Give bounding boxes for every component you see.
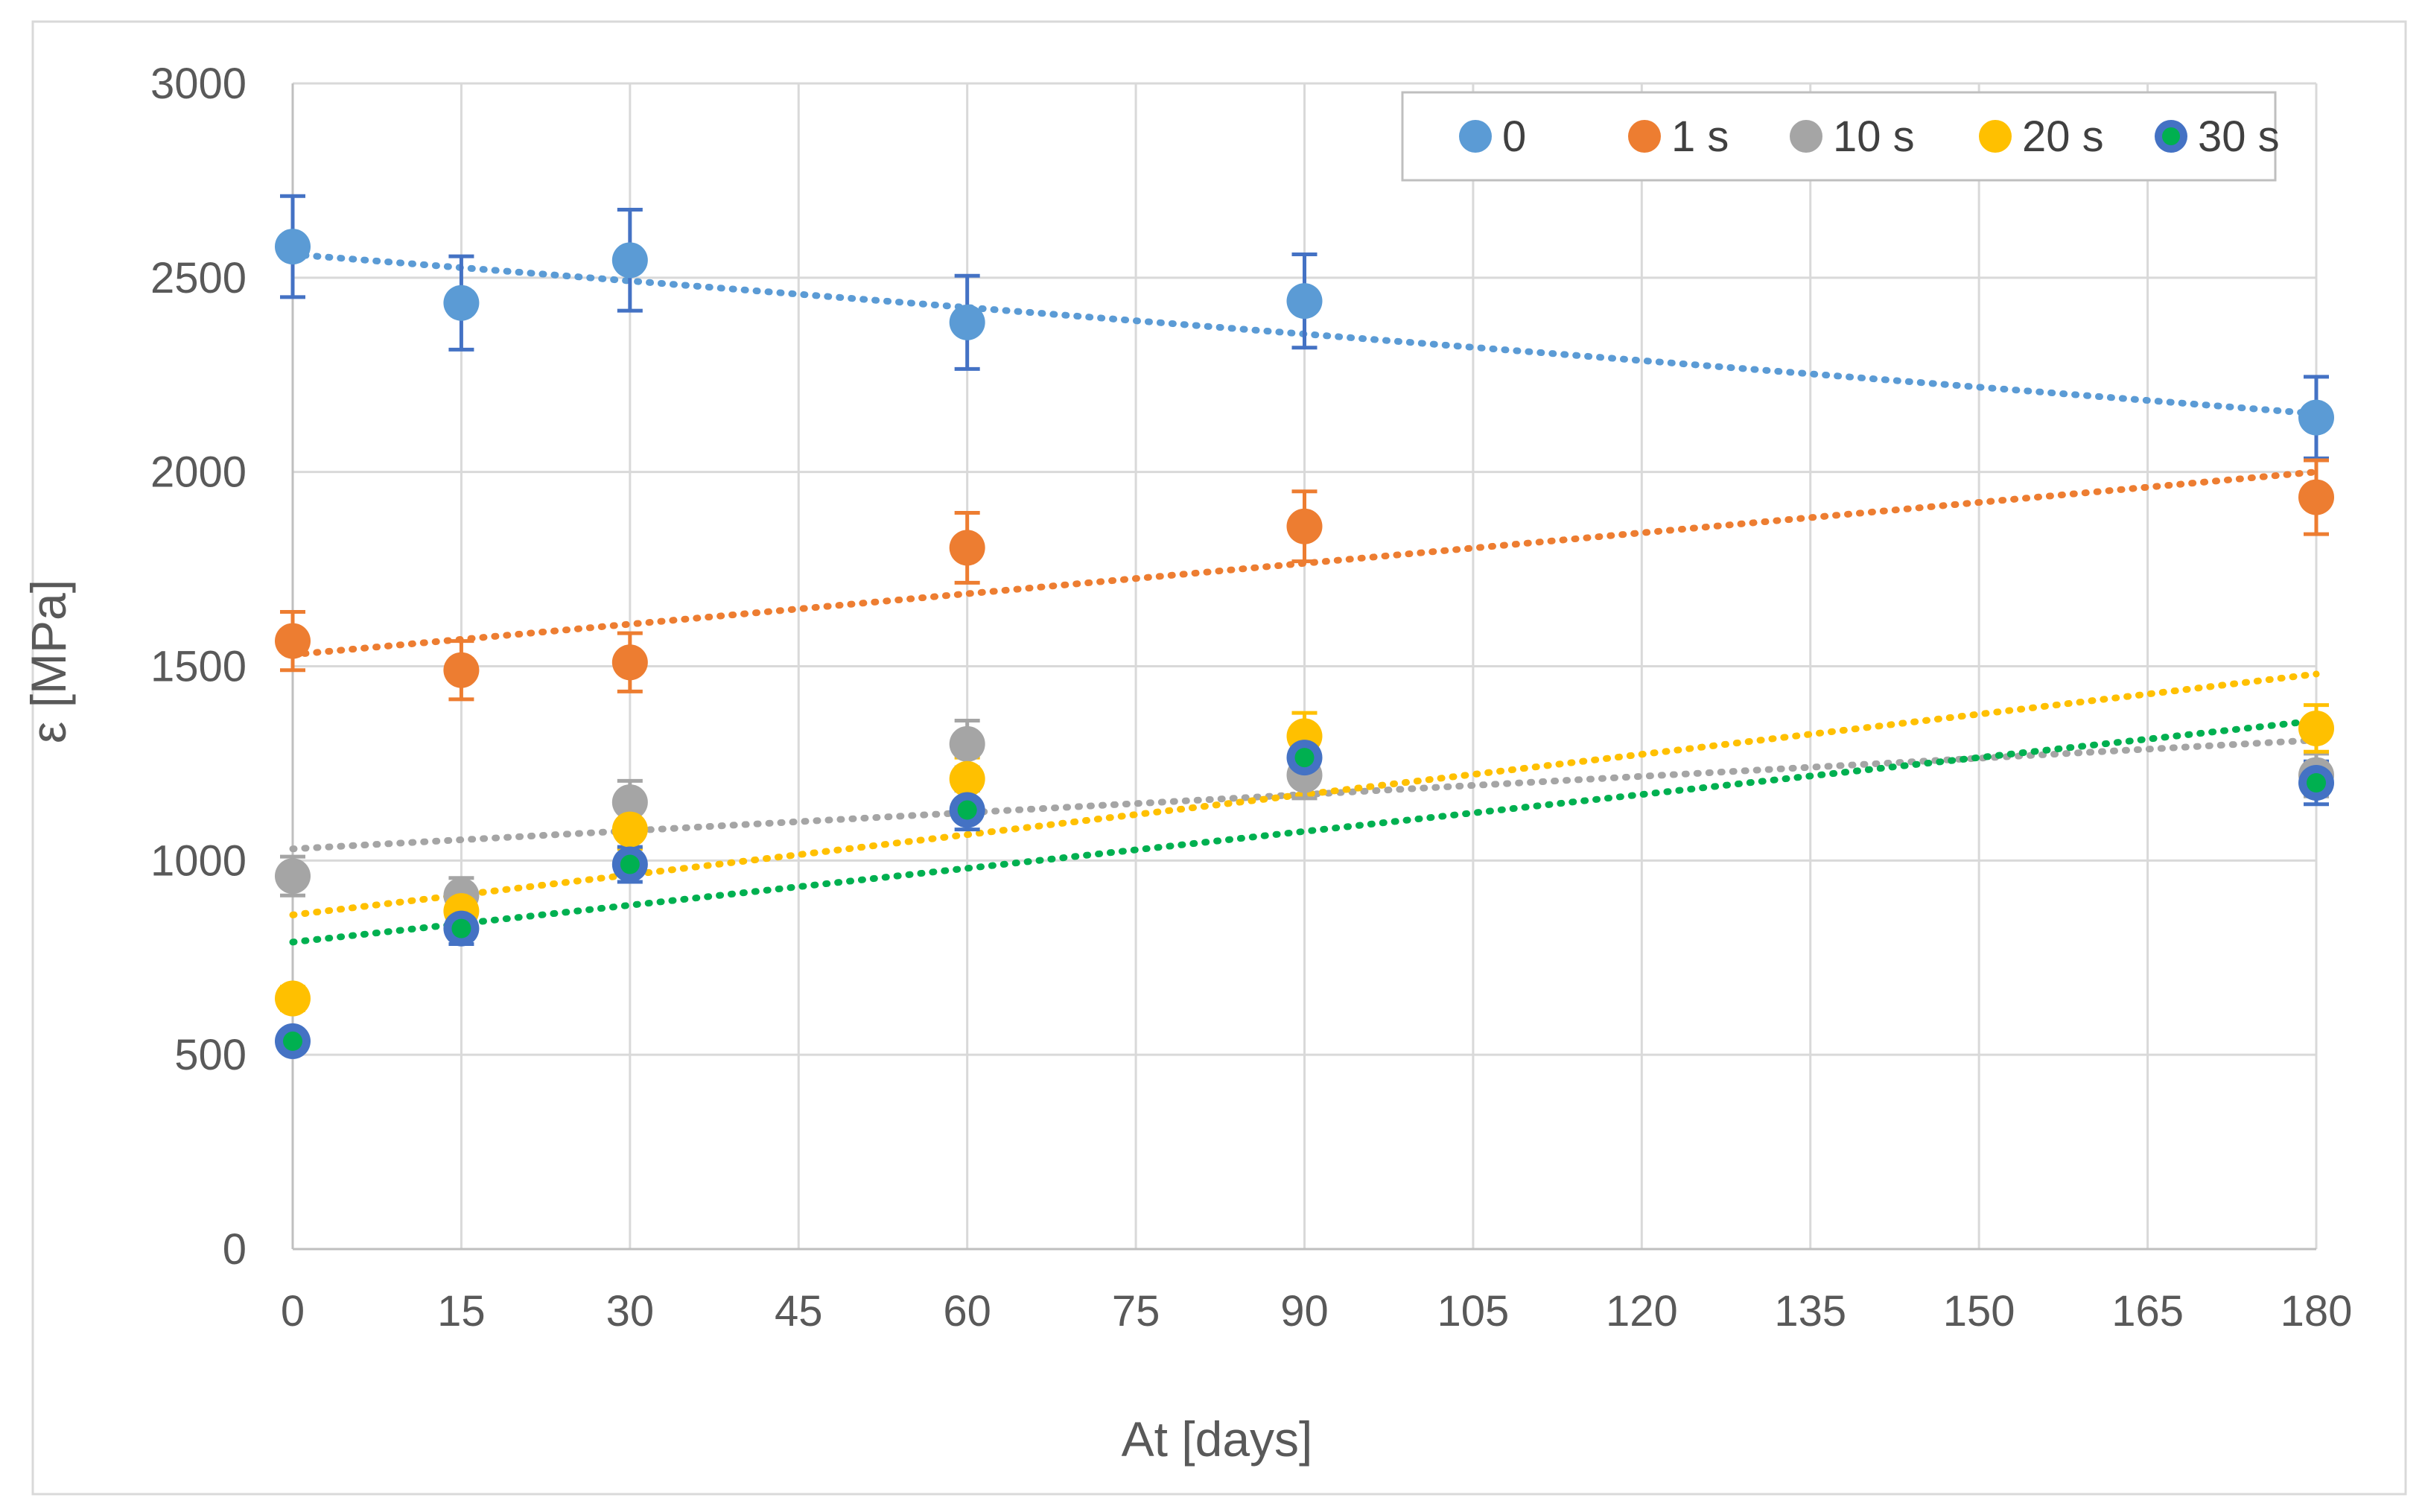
y-tick-label: 1500 <box>150 643 247 691</box>
y-tick-label: 3000 <box>150 60 247 108</box>
legend-marker <box>1979 120 2012 153</box>
legend-marker <box>1628 120 1661 153</box>
x-tick-label: 90 <box>1280 1287 1329 1335</box>
legend-label: 0 <box>1502 112 1526 161</box>
x-tick-label: 105 <box>1437 1287 1510 1335</box>
x-tick-label: 15 <box>437 1287 486 1335</box>
data-point <box>611 644 648 681</box>
data-points <box>275 229 2334 1059</box>
data-point-center <box>2307 773 2326 792</box>
data-point-center <box>620 854 640 874</box>
x-tick-label: 180 <box>2281 1287 2353 1335</box>
legend-marker-center <box>2162 127 2180 145</box>
y-tick-label: 0 <box>223 1225 247 1274</box>
y-tick-label: 2500 <box>150 254 247 302</box>
data-point-center <box>283 1031 302 1051</box>
data-point <box>1286 508 1323 544</box>
legend-entry: 1 s <box>1628 112 1729 161</box>
legend-marker <box>1459 120 1492 153</box>
trendline <box>289 717 2320 946</box>
legend-entry: 30 s <box>2155 112 2280 161</box>
data-point-center <box>451 918 471 938</box>
data-point <box>2298 479 2334 515</box>
legend-label: 10 s <box>1833 112 1915 161</box>
data-point <box>949 304 985 340</box>
y-tick-labels: 0 500 1000 1500 2000 2500 3000 <box>150 60 247 1274</box>
data-point <box>2298 399 2334 436</box>
data-point <box>949 725 985 762</box>
y-axis-title: ε [MPa] <box>21 579 76 743</box>
y-tick-label: 2000 <box>150 448 247 497</box>
legend-entry: 20 s <box>1979 112 2104 161</box>
legend-label: 1 s <box>1671 112 1729 161</box>
data-point-center <box>957 800 977 820</box>
data-point <box>611 784 648 821</box>
data-point <box>275 858 311 895</box>
x-tick-labels: 0 15 30 45 60 75 90 105 120 135 150 165 180 <box>281 1287 2353 1335</box>
legend-entry: 10 s <box>1790 112 1915 161</box>
data-point <box>949 530 985 566</box>
data-point <box>275 980 311 1017</box>
chart-area-border <box>31 20 2407 1496</box>
data-point <box>611 811 648 848</box>
data-point <box>949 760 985 797</box>
x-tick-label: 165 <box>2111 1287 2184 1335</box>
legend-marker <box>1790 120 1822 153</box>
legend-box <box>1401 91 2277 182</box>
x-axis-title: At [days] <box>1122 1411 1313 1467</box>
x-tick-label: 120 <box>1606 1287 1678 1335</box>
legend-label: 30 s <box>2198 112 2280 161</box>
x-tick-label: 0 <box>281 1287 305 1335</box>
data-point <box>1286 283 1323 320</box>
y-tick-label: 1000 <box>150 836 247 885</box>
legend-entry: 0 <box>1459 112 1526 161</box>
legend: 0 1 s 10 s 20 s 30 s <box>1401 91 2280 182</box>
data-point <box>443 285 480 321</box>
data-point <box>443 652 480 688</box>
x-tick-label: 30 <box>606 1287 655 1335</box>
data-point <box>275 623 311 659</box>
y-tick-label: 500 <box>174 1031 247 1079</box>
data-point-center <box>1294 748 1315 768</box>
x-tick-label: 75 <box>1112 1287 1160 1335</box>
x-tick-label: 45 <box>775 1287 823 1335</box>
data-point <box>275 229 311 265</box>
data-point <box>611 242 648 279</box>
x-tick-label: 150 <box>1943 1287 2015 1335</box>
legend-label: 20 s <box>2022 112 2104 161</box>
x-tick-label: 60 <box>943 1287 991 1335</box>
trendline <box>289 468 2320 658</box>
x-tick-label: 135 <box>1774 1287 1846 1335</box>
data-point <box>2298 710 2334 746</box>
